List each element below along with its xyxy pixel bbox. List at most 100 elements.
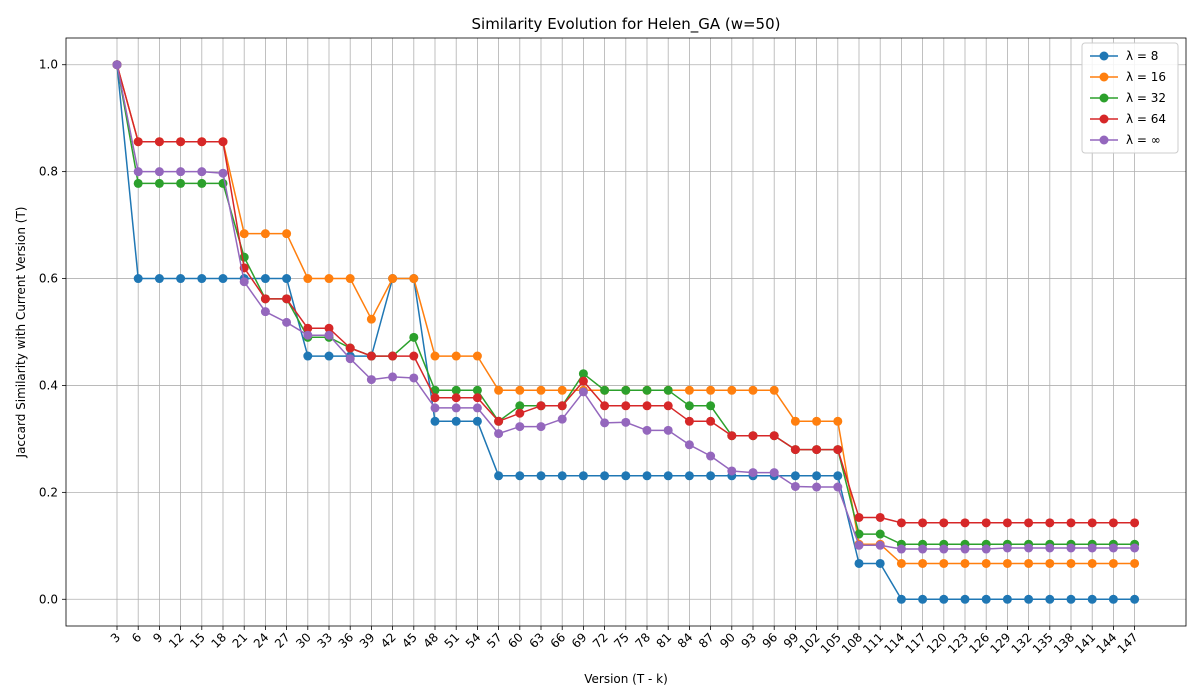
data-point [833,416,843,426]
data-point [345,343,355,353]
data-point [812,445,822,455]
legend-marker [1099,51,1109,61]
data-point [600,385,610,395]
data-point [1024,594,1034,604]
legend-label: λ = ∞ [1126,133,1161,147]
data-point [854,540,864,550]
data-point [812,482,822,492]
data-point [1066,518,1076,528]
data-point [388,372,398,382]
data-point [1108,594,1118,604]
data-point [260,307,270,317]
data-point [684,440,694,450]
data-point [324,330,334,340]
data-point [981,558,991,568]
data-point [939,558,949,568]
data-point [1130,594,1140,604]
data-point [536,422,546,432]
data-point [239,252,249,262]
data-point [706,385,716,395]
data-point [600,401,610,411]
data-point [282,294,292,304]
data-point [790,416,800,426]
data-point [1002,543,1012,553]
data-point [896,518,906,528]
data-point [176,167,186,177]
data-point [1002,594,1012,604]
data-point [494,471,504,481]
data-point [324,274,334,284]
data-point [1024,518,1034,528]
data-point [536,385,546,395]
data-point [409,274,419,284]
legend-label: λ = 32 [1126,91,1166,105]
x-axis-label: Version (T - k) [584,672,668,686]
data-point [1045,594,1055,604]
data-point [557,414,567,424]
data-point [578,471,588,481]
data-point [557,385,567,395]
data-point [1066,543,1076,553]
legend-marker [1099,114,1109,124]
data-point [875,529,885,539]
data-point [1087,543,1097,553]
data-point [1024,543,1034,553]
y-tick-label: 0.2 [39,485,58,499]
y-tick-label: 0.0 [39,592,58,606]
data-point [981,518,991,528]
data-point [451,416,461,426]
data-point [260,274,270,284]
legend-marker [1099,72,1109,82]
data-point [748,431,758,441]
data-point [1130,518,1140,528]
data-point [896,558,906,568]
data-point [854,558,864,568]
data-point [239,277,249,287]
data-point [536,471,546,481]
data-point [154,137,164,147]
data-point [706,401,716,411]
data-point [1087,594,1097,604]
data-point [663,425,673,435]
data-point [960,544,970,554]
data-point [960,594,970,604]
data-point [494,429,504,439]
y-tick-label: 0.8 [39,165,58,179]
data-point [812,471,822,481]
data-point [472,403,482,413]
data-point [1045,558,1055,568]
data-point [430,403,440,413]
data-point [812,416,822,426]
data-point [176,178,186,188]
data-point [621,471,631,481]
data-point [239,229,249,239]
data-point [324,351,334,361]
data-point [578,376,588,386]
data-point [536,401,546,411]
data-point [642,401,652,411]
data-point [472,393,482,403]
data-point [557,471,567,481]
data-point [642,471,652,481]
data-point [154,167,164,177]
data-point [176,274,186,284]
data-point [133,137,143,147]
data-point [706,451,716,461]
data-point [1045,543,1055,553]
data-point [197,274,207,284]
data-point [557,401,567,411]
series-4 [112,60,1140,554]
data-point [896,594,906,604]
data-point [1130,558,1140,568]
data-point [875,512,885,522]
data-point [176,137,186,147]
data-point [133,167,143,177]
data-point [451,351,461,361]
data-point [769,468,779,478]
data-point [790,481,800,491]
data-point [769,385,779,395]
data-point [600,471,610,481]
data-point [282,229,292,239]
data-point [918,594,928,604]
